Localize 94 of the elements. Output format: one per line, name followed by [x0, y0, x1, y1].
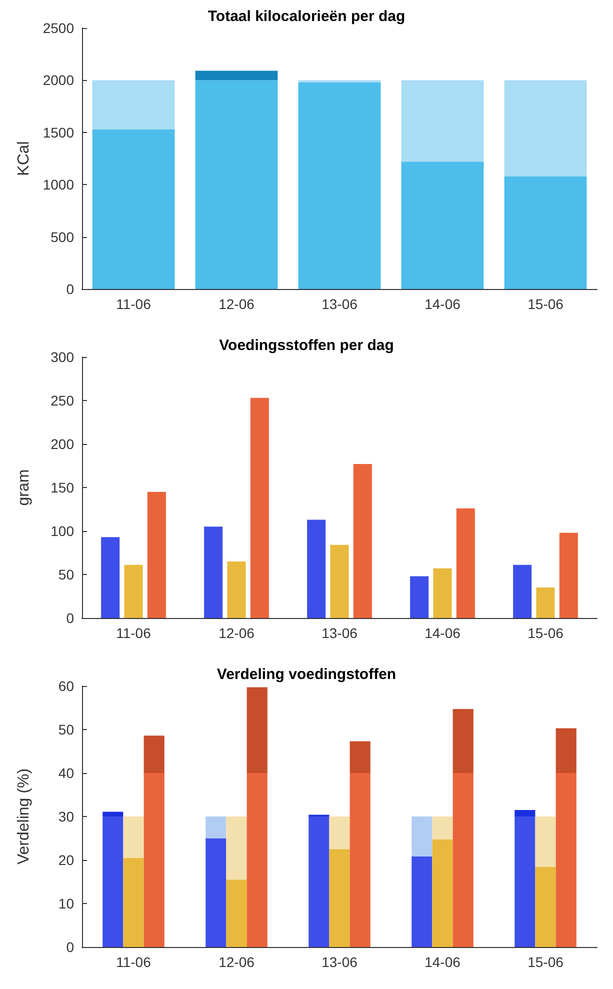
bar: [195, 80, 278, 289]
x-tick-label: 14-06: [424, 625, 461, 641]
bar: [298, 82, 381, 289]
bar: [350, 741, 370, 773]
y-tick-label: 200: [50, 436, 74, 452]
x-tick-label: 13-06: [322, 954, 358, 970]
bar: [147, 492, 166, 618]
bar: [513, 564, 532, 618]
y-tick-label: 2000: [42, 72, 74, 88]
y-axis-title: gram: [16, 469, 32, 506]
bar: [432, 816, 453, 840]
x-tick-label: 11-06: [116, 625, 152, 641]
bar: [412, 856, 432, 947]
bar: [102, 816, 124, 947]
bar: [535, 816, 556, 867]
bar: [410, 576, 429, 618]
bar: [124, 564, 143, 618]
bar: [92, 129, 175, 289]
y-tick-label: 100: [50, 523, 74, 539]
x-tick-label: 14-06: [424, 954, 461, 970]
bar: [206, 816, 226, 838]
bar: [536, 588, 555, 618]
bar: [504, 176, 587, 289]
bar: [204, 526, 223, 618]
y-tick-label: 30: [58, 808, 74, 824]
bar: [504, 80, 587, 176]
y-tick-label: 250: [50, 392, 74, 408]
bar: [226, 880, 247, 947]
y-tick-label: 500: [50, 228, 74, 245]
bar: [350, 773, 370, 947]
x-tick-label: 15-06: [528, 296, 564, 312]
bar: [92, 80, 175, 130]
x-tick-label: 11-06: [116, 954, 152, 970]
bar: [556, 773, 576, 947]
x-tick-label: 11-06: [116, 296, 152, 312]
bar: [433, 568, 452, 618]
x-tick-label: 12-06: [218, 296, 255, 312]
x-tick-label: 15-06: [528, 625, 564, 641]
y-tick-label: 1500: [42, 124, 74, 140]
y-tick-label: 50: [58, 566, 74, 582]
y-tick-label: 60: [58, 678, 74, 694]
y-tick-label: 20: [58, 852, 74, 868]
bar: [246, 687, 268, 773]
bar: [144, 773, 164, 947]
bar: [250, 398, 269, 618]
bar: [226, 816, 247, 880]
y-tick-label: 40: [58, 765, 74, 781]
x-tick-label: 13-06: [322, 296, 358, 312]
y-tick-label: 300: [50, 349, 74, 365]
chart-title: Voedingsstoffen per dag: [219, 337, 394, 354]
bar: [514, 810, 536, 816]
bar: [123, 816, 144, 858]
bar: [246, 773, 268, 947]
bar: [456, 508, 475, 618]
bar: [329, 849, 350, 947]
x-tick-label: 15-06: [528, 954, 564, 970]
bar: [401, 80, 484, 162]
x-tick-label: 13-06: [322, 625, 358, 641]
x-tick-label: 12-06: [218, 625, 255, 641]
bar: [144, 736, 164, 773]
bar: [559, 532, 578, 618]
x-tick-label: 12-06: [218, 954, 255, 970]
y-axis-title: KCal: [15, 141, 32, 176]
bar: [452, 773, 474, 947]
y-tick-label: 50: [58, 722, 74, 738]
bar: [556, 728, 576, 773]
bar: [330, 544, 349, 618]
chart-title: Verdeling voedingstoffen: [216, 666, 396, 683]
bar: [307, 520, 326, 618]
chart-title: Totaal kilocalorieën per dag: [208, 8, 406, 25]
bar: [206, 838, 226, 947]
bar: [102, 812, 124, 816]
x-tick-label: 14-06: [424, 296, 461, 312]
bar: [452, 709, 474, 773]
bar: [227, 561, 246, 618]
bar: [412, 816, 432, 857]
y-tick-label: 0: [66, 610, 74, 626]
bar: [101, 537, 120, 618]
y-tick-label: 2500: [42, 20, 74, 36]
bar: [123, 858, 144, 947]
bar: [195, 70, 278, 80]
bar: [514, 816, 536, 947]
bar: [353, 464, 372, 618]
y-tick-label: 0: [66, 939, 74, 955]
y-tick-label: 150: [50, 480, 74, 496]
y-tick-label: 10: [58, 896, 74, 912]
bar: [308, 816, 330, 947]
y-axis-title: Verdeling (%): [16, 768, 32, 865]
bar: [535, 866, 556, 947]
bar: [329, 816, 350, 850]
y-tick-label: 1000: [42, 176, 74, 193]
y-tick-label: 0: [66, 281, 74, 297]
bar: [401, 162, 484, 289]
bar: [432, 840, 453, 947]
